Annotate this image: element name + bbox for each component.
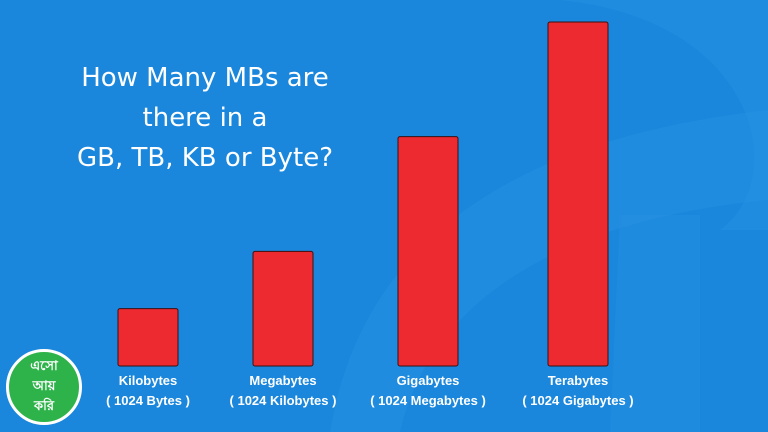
logo-text-1: এসো bbox=[30, 359, 58, 374]
category-name: Terabytes bbox=[547, 373, 609, 388]
category-sublabel: ( 1024 Bytes ) bbox=[106, 393, 190, 408]
bar-kilobytes bbox=[117, 308, 179, 367]
category-name: Megabytes bbox=[249, 373, 317, 388]
bar-terabytes bbox=[547, 21, 609, 367]
category-sublabel: ( 1024 Gigabytes ) bbox=[522, 393, 634, 408]
category-sublabel: ( 1024 Kilobytes ) bbox=[229, 393, 337, 408]
bar-megabytes bbox=[252, 250, 314, 367]
category-label-gigabytes: Gigabytes ( 1024 Megabytes ) bbox=[353, 371, 503, 411]
category-label-megabytes: Megabytes ( 1024 Kilobytes ) bbox=[208, 371, 358, 411]
brand-logo: এসো আয় করি bbox=[6, 349, 82, 425]
category-label-kilobytes: Kilobytes ( 1024 Bytes ) bbox=[73, 371, 223, 411]
category-name: Kilobytes bbox=[118, 373, 178, 388]
category-sublabel: ( 1024 Megabytes ) bbox=[370, 393, 486, 408]
logo-text-2: আয় bbox=[32, 379, 56, 394]
title-line-2: there in a bbox=[142, 103, 268, 133]
bar-gigabytes bbox=[397, 136, 459, 367]
logo-text-3: করি bbox=[34, 399, 54, 414]
category-label-terabytes: Terabytes ( 1024 Gigabytes ) bbox=[503, 371, 653, 411]
title-line-1: How Many MBs are bbox=[81, 63, 329, 93]
category-name: Gigabytes bbox=[396, 373, 460, 388]
chart-title: How Many MBs are there in a GB, TB, KB o… bbox=[40, 58, 370, 178]
title-line-3: GB, TB, KB or Byte? bbox=[77, 143, 333, 173]
